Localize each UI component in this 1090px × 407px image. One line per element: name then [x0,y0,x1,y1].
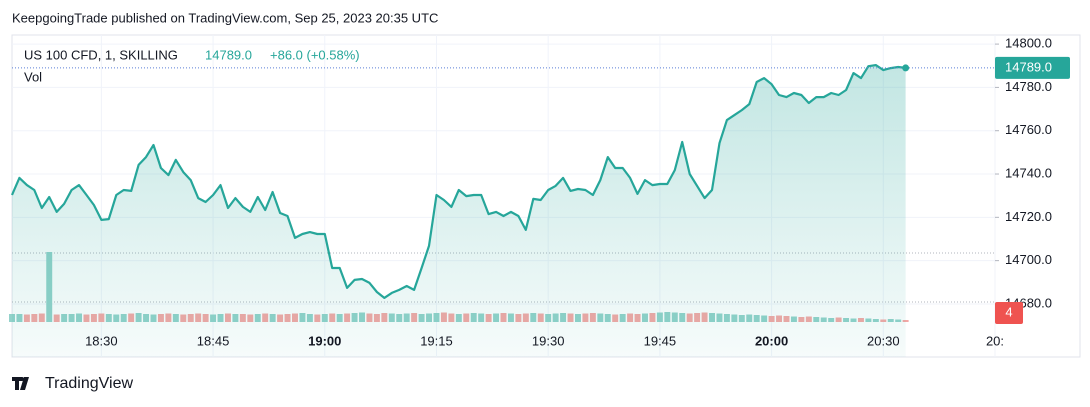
y-tick-label: 14720.0 [1005,209,1052,224]
x-tick-label: 20: [986,333,1004,348]
price-line [10,63,906,299]
x-tick-label: 19:15 [420,333,453,348]
y-tick-label: 14700.0 [1005,252,1052,267]
plot [10,63,995,357]
y-tick-label: 14740.0 [1005,165,1052,180]
y-tick-label: 14780.0 [1005,79,1052,94]
x-tick-label: 19:30 [532,333,565,348]
last-price-label: 14789.0 [1005,59,1052,74]
x-tick-label: 19:00 [308,333,341,348]
x-tick-label: 20:30 [867,333,900,348]
symbol: US 100 CFD, 1, SKILLING [24,47,178,62]
area-fill [12,65,906,357]
x-tick-label: 18:45 [197,333,230,348]
last-point [902,64,910,72]
legend-change: +86.0 (+0.58%) [270,47,360,62]
x-tick-label: 20:00 [755,333,788,348]
x-tick-label: 18:30 [85,333,118,348]
x-tick-label: 19:45 [644,333,677,348]
logo [12,377,29,390]
axes: 14680.014700.014720.014740.014760.014780… [85,36,1070,348]
volume-label: 4 [1005,304,1012,319]
volume-label-box [995,302,1023,324]
legend-price: 14789.0 [205,47,252,62]
volume-title: Vol [24,69,42,84]
last-price-box [995,56,1070,79]
logo-dot [20,377,24,381]
attribution: KeepgoingTrade published on TradingView.… [12,10,438,25]
logo-mark [12,377,29,390]
y-tick-label: 14760.0 [1005,122,1052,137]
volume-bar [902,320,909,322]
brand: TradingView [45,375,133,392]
y-tick-label: 14800.0 [1005,36,1052,51]
